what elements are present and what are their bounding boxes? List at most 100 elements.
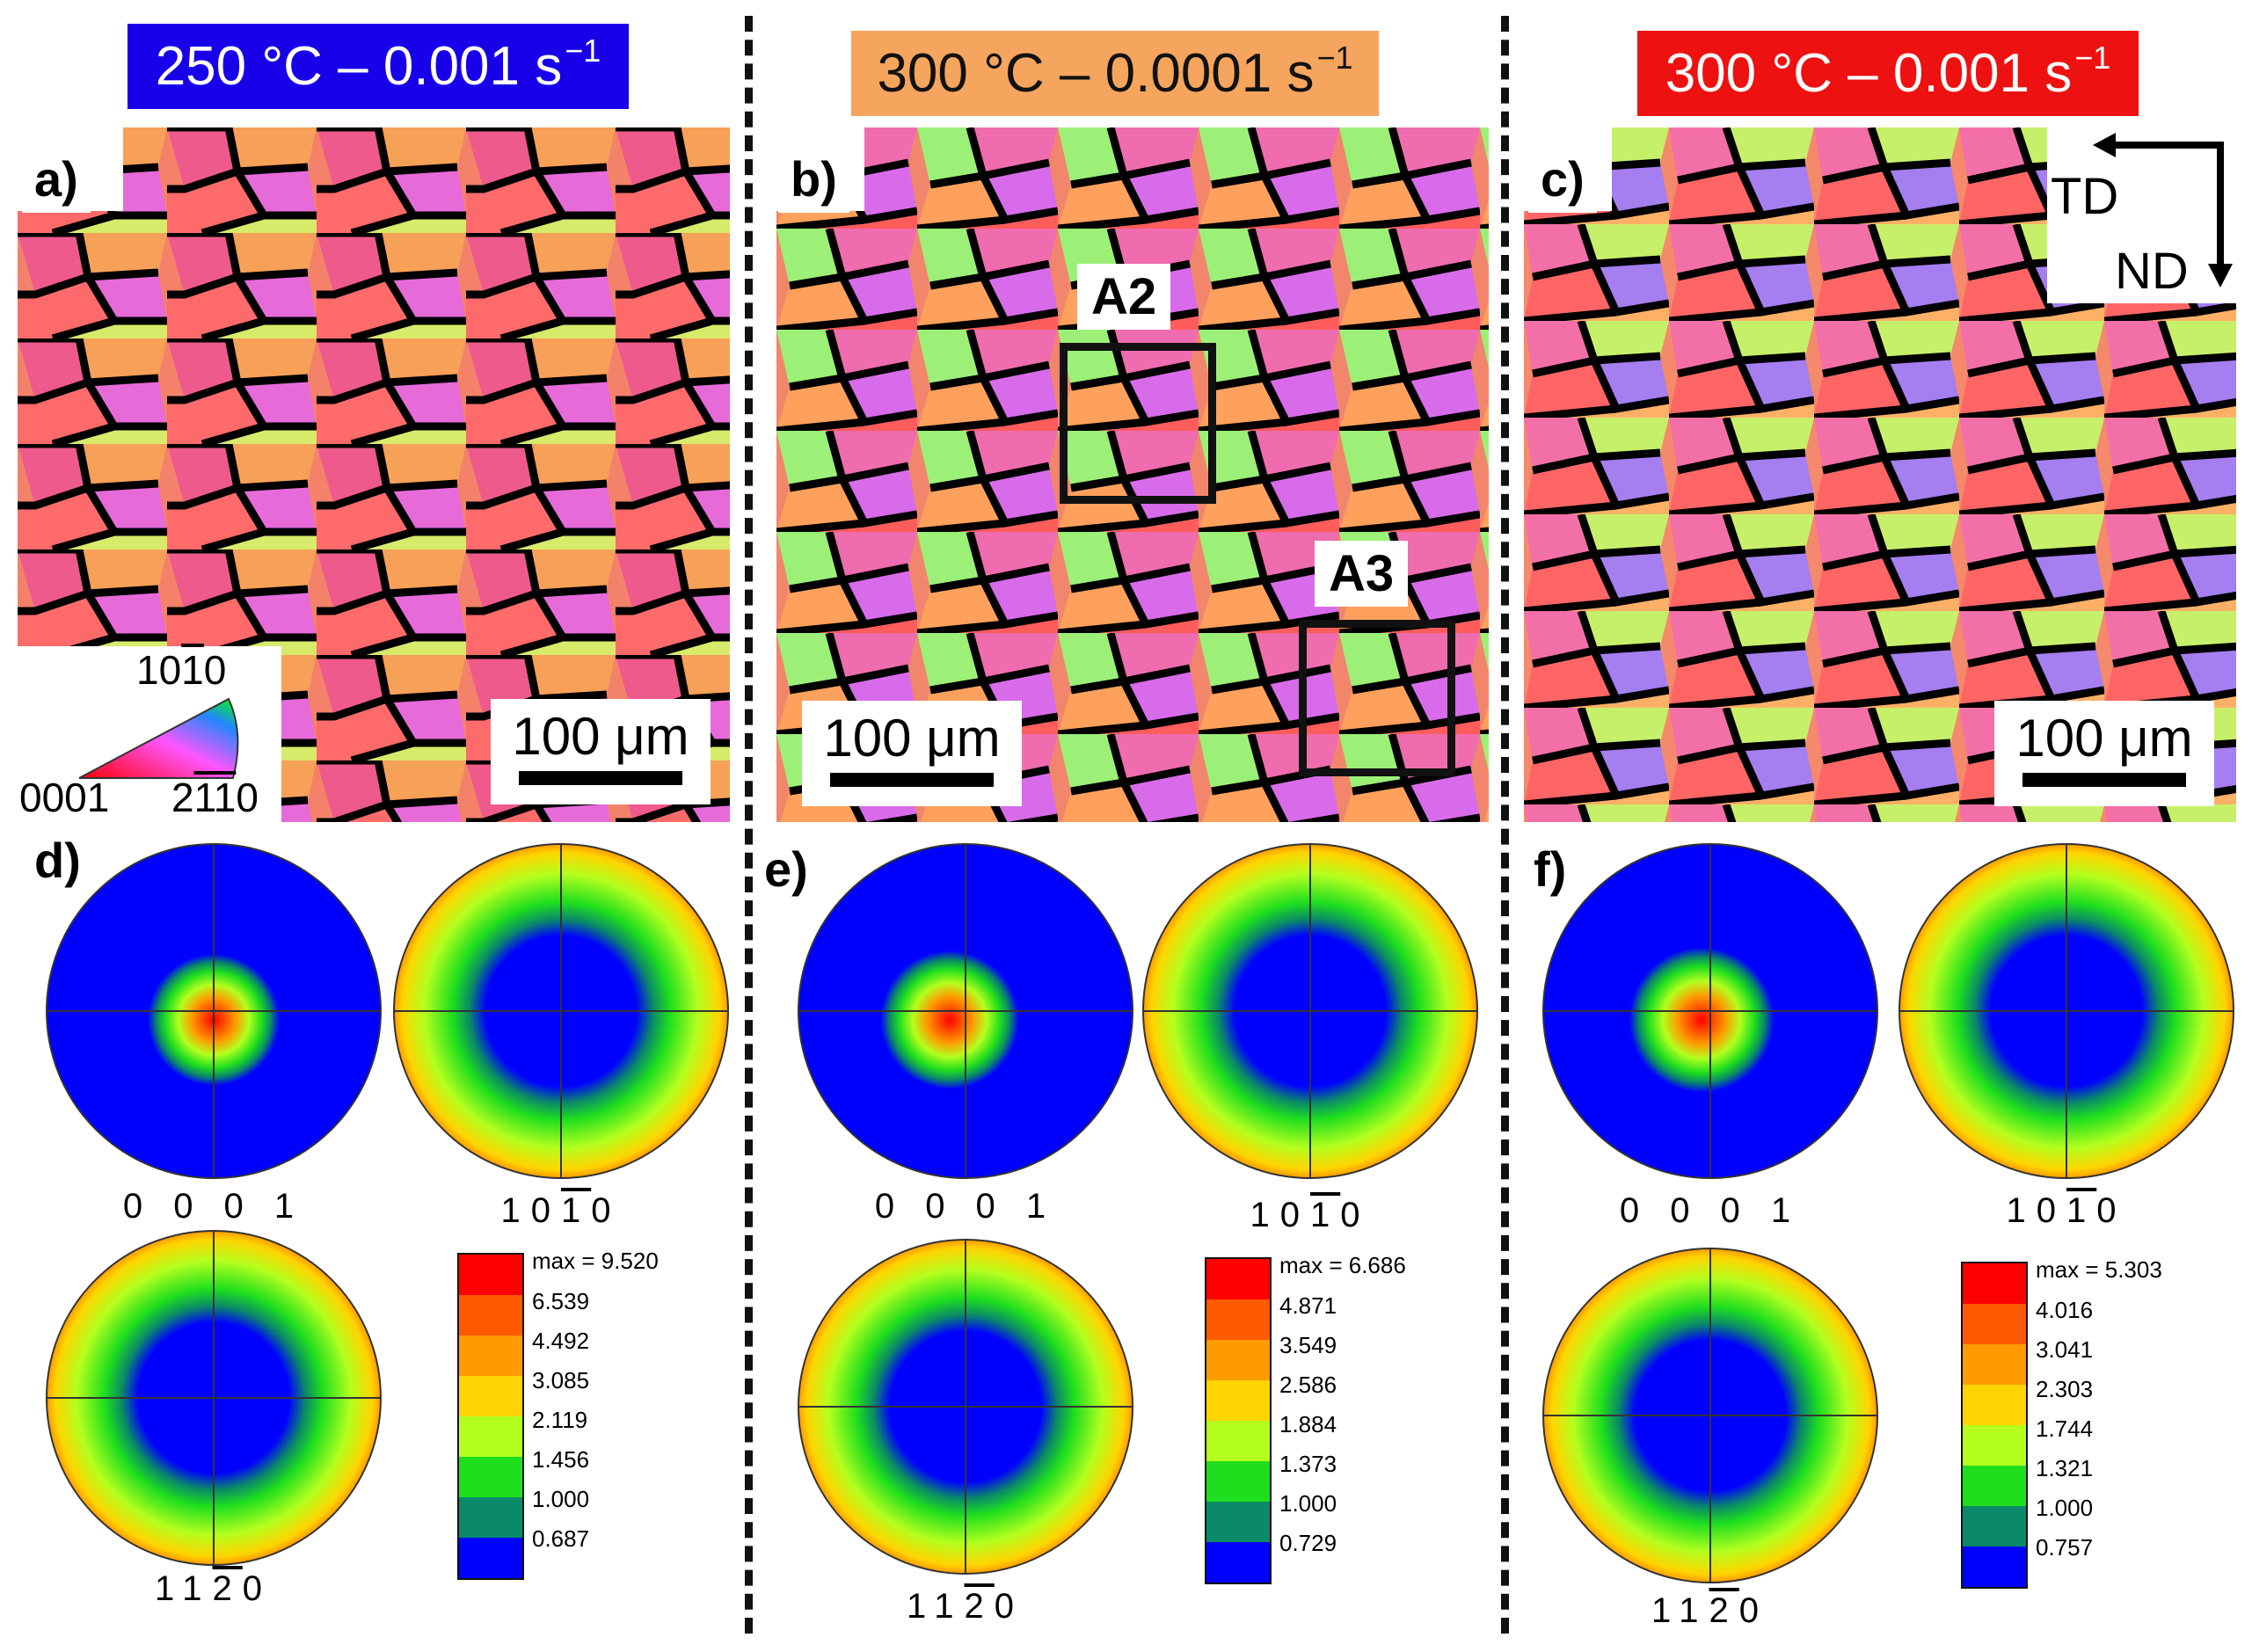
legend-d: max = 9.520 6.539 4.492 3.085 2.119 1.45… [457, 1248, 703, 1587]
legend-level-2: 4.492 [532, 1328, 590, 1354]
ipf-triangle-icon [78, 697, 239, 779]
legend-swatch [1963, 1304, 2026, 1344]
banner-250C-0001: 250 °C – 0.001 s −1 [128, 24, 629, 109]
scale-bar-label: 100 μm [512, 707, 689, 766]
pf-index-digit: 1 [1651, 1591, 1680, 1630]
roi-label-a3: A3 [1315, 541, 1409, 607]
pf-index-digit: 1 [182, 1569, 213, 1608]
pf-label-f-1120: 1120 [1578, 1591, 1842, 1631]
pole-figure-d-1120 [46, 1230, 382, 1566]
pf-label-d-1120: 1120 [82, 1569, 346, 1609]
banner-sup: −1 [1316, 39, 1353, 76]
legend-swatch [459, 1497, 522, 1538]
roi-box-a2 [1060, 343, 1216, 504]
legend-level-1: 4.871 [1279, 1292, 1337, 1319]
legend-swatch [1206, 1421, 1270, 1461]
ipf-right-end-digit: 0 [236, 775, 259, 820]
scale-bar-line [519, 771, 682, 785]
ipf-label-right: 2110 [171, 774, 259, 821]
axis-label-td: TD [2051, 168, 2119, 225]
scale-bar-line [2022, 773, 2186, 787]
roi-label-a2: A2 [1077, 264, 1171, 330]
pf-label-e-1120: 1120 [834, 1587, 1097, 1627]
pole-figure-f-1010 [1899, 843, 2234, 1179]
legend-max: max = 6.686 [1279, 1252, 1406, 1278]
pf-index-digit: 0 [1340, 1196, 1371, 1234]
pf-label-d-0001: 0 0 0 1 [122, 1187, 305, 1226]
pole-figure-e-1010 [1142, 843, 1478, 1179]
ipf-top-bar-digit: 1 [181, 647, 204, 693]
legend-level-7: 0.729 [1279, 1530, 1337, 1556]
legend-swatch [459, 1335, 522, 1376]
pf-index-digit: 1 [1250, 1196, 1280, 1234]
scale-bar-label: 100 μm [823, 709, 1001, 768]
ipf-label-left: 0001 [19, 775, 110, 820]
pf-index-digit: 1 [2066, 1191, 2097, 1230]
pf-index-digit: 2 [1709, 1591, 1739, 1630]
legend-level-4: 1.744 [2036, 1415, 2094, 1442]
panel-label-b: b) [778, 149, 849, 213]
pf-label-d-1010: 1010 [429, 1191, 693, 1231]
legend-swatch [459, 1416, 522, 1457]
pf-index-digit: 2 [964, 1587, 995, 1626]
pole-figure-e-0001 [798, 843, 1133, 1179]
ebsd-map-c [1524, 127, 2236, 822]
scale-bar-line [830, 773, 994, 787]
banner-text: 300 °C – 0.0001 s [877, 43, 1315, 104]
pf-index-digit: 1 [154, 1569, 183, 1608]
pf-label-e-0001: 0 0 0 1 [874, 1187, 1057, 1226]
legend-level-3: 3.085 [532, 1367, 590, 1394]
legend-swatch [1963, 1344, 2026, 1385]
pf-index-digit: 0 [1738, 1591, 1770, 1630]
legend-level-2: 3.549 [1279, 1332, 1337, 1358]
legend-level-2: 3.041 [2036, 1336, 2094, 1363]
legend-level-4: 2.119 [532, 1407, 588, 1433]
ipf-right-bar-digits: 11 [193, 775, 237, 820]
legend-swatch [1963, 1546, 2026, 1587]
legend-level-1: 6.539 [532, 1288, 590, 1314]
banner-300C-00001: 300 °C – 0.0001 s −1 [851, 31, 1379, 116]
pf-label-e-1010: 1010 [1178, 1196, 1442, 1235]
scale-bar-b: 100 μm [802, 701, 1022, 806]
ipf-top-end-digit: 0 [203, 647, 227, 693]
ipf-label-top: 1010 [136, 646, 226, 694]
pf-index-digit: 0 [530, 1191, 561, 1230]
legend-swatch [1206, 1299, 1270, 1340]
pf-index-digit: 1 [1310, 1196, 1341, 1234]
pf-index-digit: 0 [2096, 1191, 2127, 1230]
pole-figure-f-1120 [1542, 1248, 1878, 1583]
legend-swatch [1963, 1385, 2026, 1425]
panel-label-a: a) [22, 149, 91, 213]
roi-box-a3 [1299, 620, 1455, 776]
ipf-key: 1010 0001 2110 [18, 646, 281, 822]
legend-swatch [1963, 1466, 2026, 1506]
pf-index-digit: 0 [994, 1587, 1025, 1626]
pf-index-digit: 1 [906, 1587, 935, 1626]
ipf-right-digit: 2 [171, 775, 194, 820]
legend-swatches [1961, 1262, 2028, 1589]
scale-bar-a: 100 μm [491, 699, 711, 804]
pole-figure-e-1120 [798, 1239, 1133, 1575]
legend-swatch [1963, 1425, 2026, 1466]
legend-swatch [1206, 1542, 1270, 1583]
legend-swatch [1206, 1502, 1270, 1542]
legend-level-3: 2.303 [2036, 1376, 2094, 1402]
pf-index-digit: 0 [591, 1191, 622, 1230]
scale-bar-label: 100 μm [2015, 709, 2193, 768]
pole-figure-d-1010 [393, 843, 729, 1179]
legend-swatch [1206, 1380, 1270, 1421]
legend-swatch [459, 1255, 522, 1295]
banner-sup: −1 [2074, 39, 2111, 76]
legend-swatch [459, 1538, 522, 1578]
pf-index-digit: 1 [934, 1587, 965, 1626]
pf-label-f-1010: 1010 [1935, 1191, 2198, 1231]
banner-text: 300 °C – 0.001 s [1665, 43, 2073, 104]
axis-label-nd: ND [2115, 243, 2189, 300]
legend-level-7: 0.757 [2036, 1534, 2094, 1561]
legend-swatch [459, 1295, 522, 1335]
banner-sup: −1 [565, 32, 601, 69]
pf-index-digit: 0 [2036, 1191, 2066, 1230]
banner-300C-0001: 300 °C – 0.001 s −1 [1637, 31, 2139, 116]
legend-level-4: 1.884 [1279, 1411, 1337, 1437]
pole-figure-d-0001 [46, 843, 382, 1179]
